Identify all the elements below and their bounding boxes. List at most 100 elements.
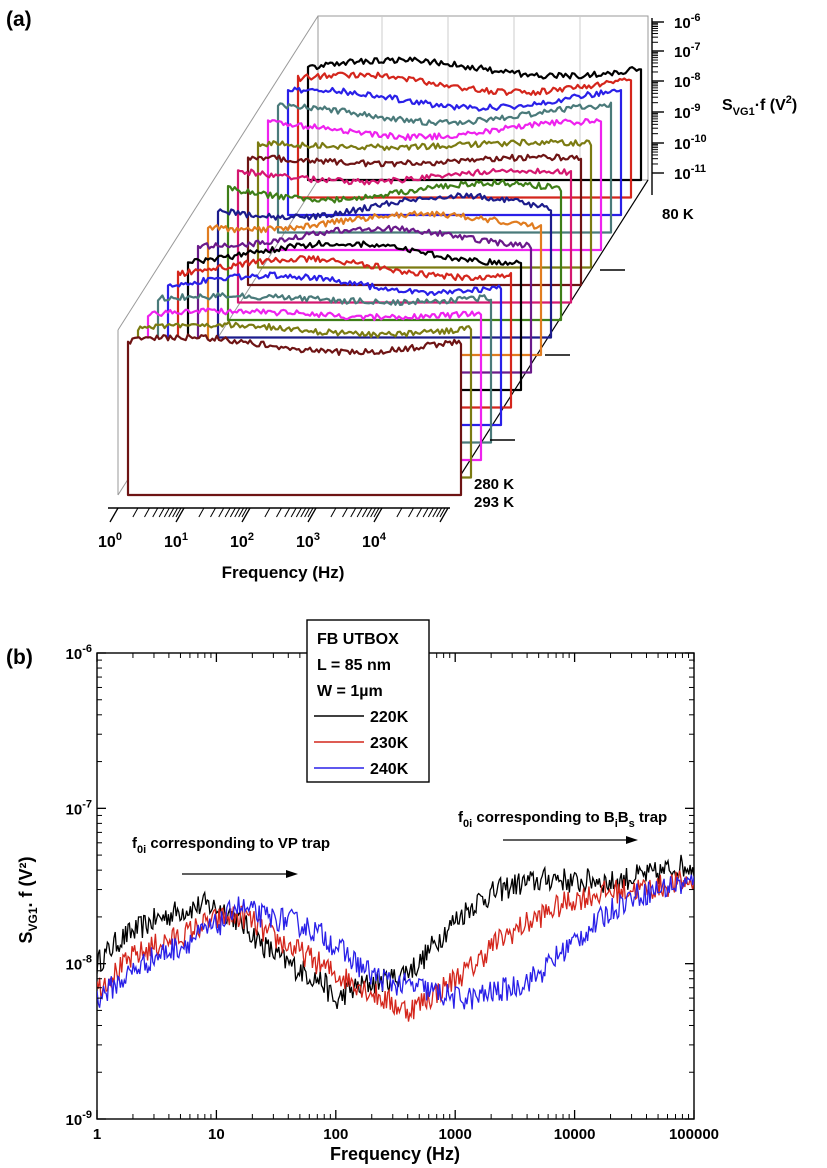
temp-label-280k: 280 K bbox=[474, 476, 514, 493]
series-line-230K bbox=[97, 870, 694, 1022]
x-a-minor-tick bbox=[439, 507, 446, 518]
x-a-minor-tick bbox=[408, 507, 414, 518]
x-tick-label: 1 bbox=[93, 1126, 101, 1143]
x-a-minor-tick bbox=[234, 507, 241, 518]
x-a-minor-tick bbox=[144, 507, 150, 518]
waterfall-trace bbox=[136, 320, 473, 479]
waterfall-trace bbox=[296, 71, 633, 199]
x-a-minor-tick bbox=[158, 507, 165, 518]
series-line-220K bbox=[97, 854, 694, 1010]
annotation-vp-arrowhead bbox=[286, 870, 298, 878]
x-a-minor-tick bbox=[436, 507, 443, 518]
x-a-minor-tick bbox=[356, 507, 363, 518]
x-a-minor-tick bbox=[172, 507, 179, 518]
x-a-minor-tick bbox=[370, 507, 377, 518]
x-tick-label: 1000 bbox=[439, 1126, 472, 1143]
x-a-minor-tick bbox=[342, 507, 348, 518]
legend-width-label: W = 1µm bbox=[317, 683, 383, 700]
x-a-minor-tick bbox=[290, 507, 297, 518]
x-a-major-tick bbox=[373, 507, 383, 523]
back-wall bbox=[317, 15, 649, 181]
temp-label-293k: 293 K bbox=[474, 494, 514, 511]
waterfall-trace bbox=[306, 56, 643, 182]
annotation-bb-arrowhead bbox=[626, 836, 638, 844]
x-a-tick-label: 104 bbox=[362, 531, 387, 551]
x-a-minor-tick bbox=[350, 507, 357, 518]
z-a-tick-label: 10-11 bbox=[674, 163, 706, 183]
y-axis-b-title: SVG1. f (V²) bbox=[16, 856, 40, 943]
temp-label-80k: 80 K bbox=[662, 206, 694, 223]
x-a-minor-tick bbox=[264, 507, 271, 518]
x-a-minor-tick bbox=[152, 507, 159, 518]
annotation-bb-trap: f0i corresponding to BiBs trap bbox=[458, 809, 667, 844]
waterfall-trace bbox=[156, 292, 493, 444]
waterfall-trace bbox=[216, 192, 553, 339]
x-a-minor-tick bbox=[284, 507, 291, 518]
waterfall-layers bbox=[126, 56, 643, 497]
x-a-minor-tick bbox=[361, 507, 368, 518]
x-a-minor-tick bbox=[163, 507, 170, 518]
x-a-minor-tick bbox=[238, 507, 245, 518]
x-axis-b-title: Frequency (Hz) bbox=[330, 1144, 460, 1164]
x-a-minor-tick bbox=[366, 507, 373, 518]
x-tick-label: 10000 bbox=[554, 1126, 596, 1143]
x-axis-a-tick-labels: 100 101 102 103 104 bbox=[98, 531, 387, 551]
x-a-tick-label: 100 bbox=[98, 531, 122, 551]
z-a-tick-label: 10-10 bbox=[674, 133, 707, 153]
legend-length-label: L = 85 nm bbox=[317, 657, 391, 674]
legend-label-230k: 230K bbox=[370, 735, 409, 752]
x-a-minor-tick bbox=[229, 507, 236, 518]
y-axis-b-tick-labels: 10-6 10-7 10-8 10-9 bbox=[66, 643, 92, 1129]
x-a-tick-label: 102 bbox=[230, 531, 254, 551]
waterfall-trace bbox=[196, 224, 533, 374]
x-a-major-tick bbox=[307, 507, 317, 523]
x-tick-label: 10 bbox=[208, 1126, 225, 1143]
waterfall-trace bbox=[206, 210, 543, 357]
series-group-b bbox=[97, 854, 694, 1022]
x-a-minor-tick bbox=[300, 507, 307, 518]
x-a-minor-tick bbox=[416, 507, 423, 518]
y-tick-label: 10-7 bbox=[66, 798, 92, 818]
y-tick-label: 10-6 bbox=[66, 643, 92, 663]
x-a-minor-tick bbox=[218, 507, 225, 518]
x-a-minor-tick bbox=[175, 507, 182, 518]
waterfall-trace bbox=[146, 307, 483, 462]
x-a-minor-tick bbox=[427, 507, 434, 518]
z-a-tick-label: 10-9 bbox=[674, 102, 700, 122]
annotation-vp-text: f0i corresponding to VP trap bbox=[132, 835, 330, 856]
z-a-tick-label: 10-6 bbox=[674, 12, 700, 32]
waterfall-trace bbox=[166, 271, 503, 427]
series-line-240K bbox=[97, 874, 694, 1010]
x-a-major-tick bbox=[439, 507, 449, 523]
x-axis-a-title: Frequency (Hz) bbox=[222, 563, 345, 582]
x-a-minor-tick bbox=[210, 507, 216, 518]
x-a-minor-tick bbox=[295, 507, 302, 518]
y-tick-label: 10-9 bbox=[66, 1109, 92, 1129]
x-a-minor-tick bbox=[198, 507, 205, 518]
waterfall-trace bbox=[236, 167, 573, 304]
x-a-major-tick bbox=[175, 507, 185, 523]
legend-label-220k: 220K bbox=[370, 709, 409, 726]
x-a-minor-tick bbox=[330, 507, 337, 518]
x-axis-a-ticks bbox=[109, 507, 449, 523]
z-axis-a-title: SVG1·f (V2) bbox=[722, 94, 797, 118]
x-a-minor-tick bbox=[432, 507, 439, 518]
x-a-minor-tick bbox=[396, 507, 403, 518]
z-a-tick-label: 10-7 bbox=[674, 41, 700, 61]
waterfall-trace bbox=[126, 333, 463, 497]
legend-box bbox=[306, 619, 430, 783]
waterfall-trace bbox=[286, 86, 623, 217]
left-top-edge bbox=[117, 15, 319, 331]
depth-ticks bbox=[490, 269, 625, 441]
waterfall-trace bbox=[246, 153, 583, 287]
x-a-minor-tick bbox=[276, 507, 282, 518]
waterfall-trace bbox=[176, 255, 513, 409]
annotation-bb-text: f0i corresponding to BiBs trap bbox=[458, 809, 667, 830]
x-tick-label: 100000 bbox=[669, 1126, 719, 1143]
waterfall-trace bbox=[256, 138, 593, 269]
z-axis-a-tick-labels: 10-6 10-7 10-8 10-9 10-10 10-11 bbox=[674, 12, 707, 183]
panel-b: (b) 1 10 100 1000 10000 100000 10-610-710-810… bbox=[6, 619, 719, 1164]
y-tick-label: 10-8 bbox=[66, 954, 92, 974]
x-a-minor-tick bbox=[304, 507, 311, 518]
